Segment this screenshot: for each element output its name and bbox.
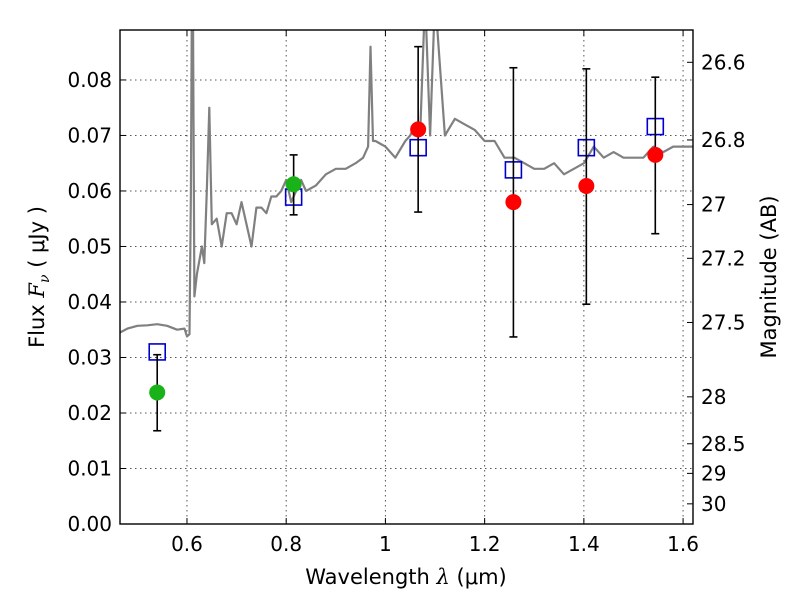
x-tick-label: 0.6 xyxy=(171,532,203,556)
y2-tick-label: 30 xyxy=(701,492,726,516)
y2-tick-label: 27 xyxy=(701,193,726,217)
y-tick-label: 0.06 xyxy=(67,179,112,203)
x-tick-label: 1.6 xyxy=(667,532,699,556)
x-tick-label: 1.4 xyxy=(568,532,600,556)
y-tick-label: 0.04 xyxy=(67,290,112,314)
x-tick-label: 1.2 xyxy=(469,532,501,556)
model-spectrum-line xyxy=(120,30,693,338)
ticks: 0.6 0.8 1 1.2 1.4 1.6 0.00 0.01 0.02 0.03 0.04 0.05… xyxy=(67,30,746,556)
model-spectrum-layer xyxy=(120,30,693,338)
y2-tick-label: 28 xyxy=(701,385,726,409)
y-axis-title: Flux Fν ( μJy ) xyxy=(25,206,53,348)
observed-nir-point xyxy=(505,194,522,211)
x-axis-title: Wavelength λ (μm) xyxy=(305,565,506,589)
y-tick-label: 0.03 xyxy=(67,345,112,369)
observed-nir-point xyxy=(578,177,595,194)
y-tick-label: 0.01 xyxy=(67,456,112,480)
y2-tick-label: 29 xyxy=(701,461,726,485)
observed-nir-point xyxy=(647,146,664,163)
y-tick-label: 0.08 xyxy=(67,68,112,92)
y-tick-label: 0.00 xyxy=(67,512,112,536)
y2-tick-label: 27.2 xyxy=(701,246,746,270)
y-tick-label: 0.05 xyxy=(67,234,112,258)
x-tick-label: 1 xyxy=(379,532,392,556)
y2-tick-label: 26.6 xyxy=(701,50,746,74)
observed-nir-point xyxy=(410,121,427,138)
y-tick-label: 0.02 xyxy=(67,401,112,425)
plot-frame xyxy=(119,29,694,525)
observed-optical-point xyxy=(285,176,302,193)
observed-optical-point xyxy=(149,384,166,401)
y2-tick-label: 27.5 xyxy=(701,310,746,334)
data-points-layer xyxy=(148,45,665,432)
y2-axis-title: Magnitude (AB) xyxy=(757,195,781,358)
y-tick-label: 0.07 xyxy=(67,123,112,147)
grid xyxy=(120,30,693,524)
y2-tick-label: 26.8 xyxy=(701,128,746,152)
y2-tick-label: 28.5 xyxy=(701,432,746,456)
x-tick-label: 0.8 xyxy=(270,532,302,556)
